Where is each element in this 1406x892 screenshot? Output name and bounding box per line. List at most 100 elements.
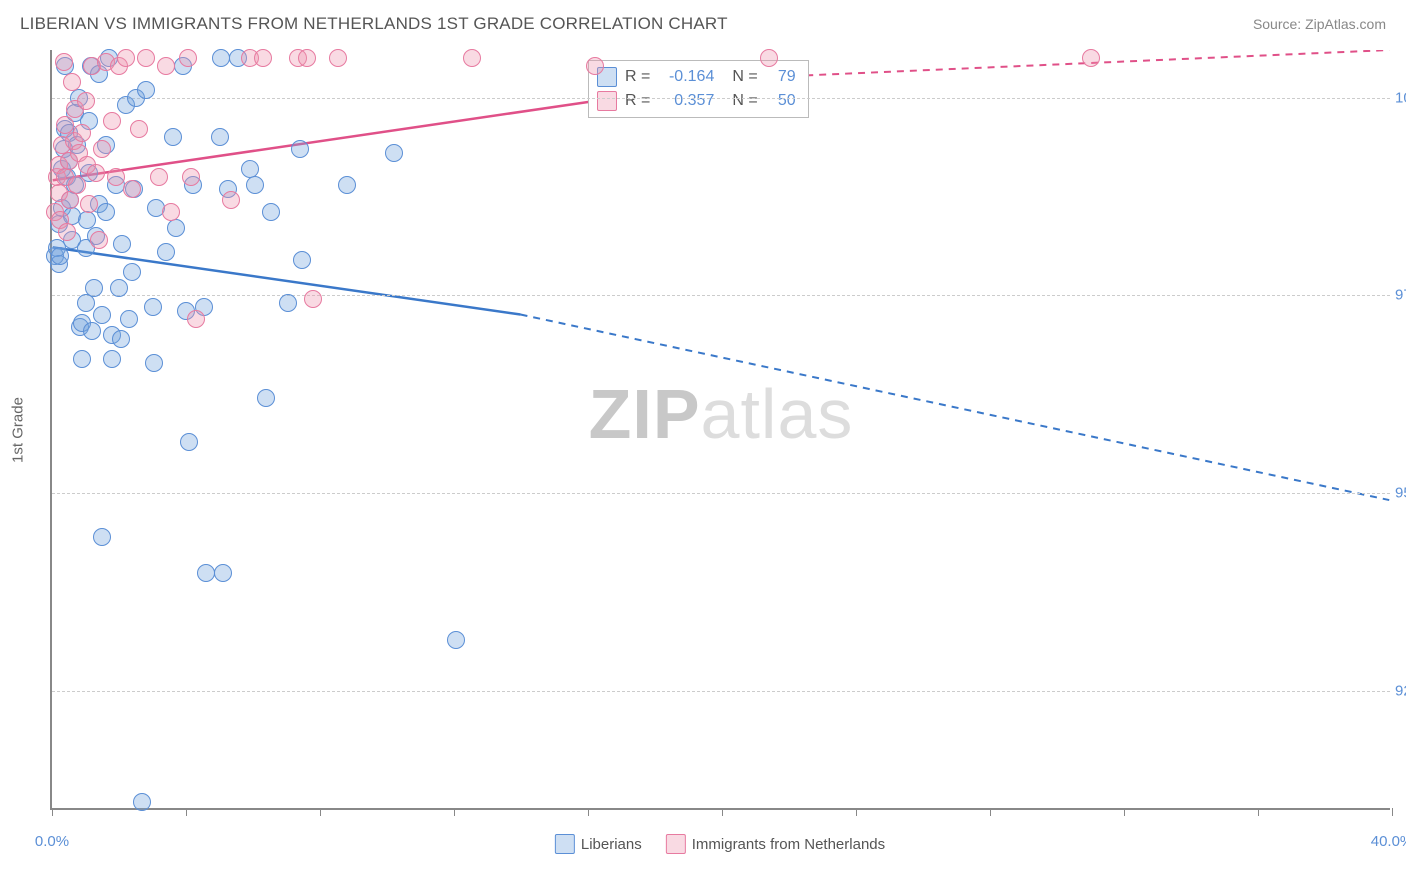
stats-n-label: N = — [732, 89, 757, 113]
data-point — [103, 112, 121, 130]
data-point — [304, 290, 322, 308]
y-tick-label: 97.5% — [1395, 287, 1406, 304]
watermark: ZIPatlas — [589, 374, 854, 454]
data-point — [90, 231, 108, 249]
data-point — [123, 263, 141, 281]
legend-label: Liberians — [581, 836, 642, 853]
data-point — [760, 49, 778, 67]
data-point — [167, 219, 185, 237]
data-point — [110, 279, 128, 297]
data-point — [137, 49, 155, 67]
legend-label: Immigrants from Netherlands — [692, 836, 885, 853]
data-point — [85, 279, 103, 297]
data-point — [157, 57, 175, 75]
chart-area: 1st Grade ZIPatlas R =-0.164N =79R =0.35… — [50, 50, 1390, 810]
x-tick — [722, 808, 723, 816]
data-point — [150, 168, 168, 186]
data-point — [133, 793, 151, 811]
x-tick — [186, 808, 187, 816]
data-point — [137, 81, 155, 99]
data-point — [1082, 49, 1100, 67]
data-point — [182, 168, 200, 186]
data-point — [80, 195, 98, 213]
y-tick-label: 92.5% — [1395, 683, 1406, 700]
chart-source: Source: ZipAtlas.com — [1253, 16, 1386, 32]
x-tick — [52, 808, 53, 816]
series-swatch — [597, 91, 617, 111]
data-point — [293, 251, 311, 269]
data-point — [73, 350, 91, 368]
legend: Liberians Immigrants from Netherlands — [555, 834, 885, 854]
x-tick-label: 0.0% — [35, 833, 69, 850]
x-tick — [1124, 808, 1125, 816]
x-tick-label: 40.0% — [1371, 833, 1406, 850]
x-tick — [588, 808, 589, 816]
data-point — [77, 294, 95, 312]
data-point — [279, 294, 297, 312]
legend-item: Immigrants from Netherlands — [666, 834, 885, 854]
data-point — [586, 57, 604, 75]
x-tick — [856, 808, 857, 816]
data-point — [257, 389, 275, 407]
data-point — [262, 203, 280, 221]
data-point — [180, 433, 198, 451]
data-point — [61, 191, 79, 209]
y-axis-label: 1st Grade — [10, 397, 27, 463]
data-point — [179, 49, 197, 67]
data-point — [51, 247, 69, 265]
stats-box: R = -0.164 N = 79 R = 0.357 N = 50 — [588, 60, 809, 118]
data-point — [117, 49, 135, 67]
stats-n-value: 79 — [766, 65, 796, 89]
gridline — [52, 98, 1390, 99]
x-tick — [320, 808, 321, 816]
data-point — [68, 176, 86, 194]
y-tick-label: 100.0% — [1395, 89, 1406, 106]
gridline — [52, 691, 1390, 692]
data-point — [58, 223, 76, 241]
data-point — [212, 49, 230, 67]
data-point — [385, 144, 403, 162]
y-tick-label: 95.0% — [1395, 485, 1406, 502]
stats-row: R = -0.164 N = 79 — [597, 65, 796, 89]
data-point — [97, 203, 115, 221]
data-point — [93, 306, 111, 324]
data-point — [123, 180, 141, 198]
chart-title: LIBERIAN VS IMMIGRANTS FROM NETHERLANDS … — [20, 14, 728, 34]
data-point — [107, 168, 125, 186]
data-point — [298, 49, 316, 67]
data-point — [222, 191, 240, 209]
data-point — [162, 203, 180, 221]
data-point — [254, 49, 272, 67]
legend-item: Liberians — [555, 834, 642, 854]
data-point — [211, 128, 229, 146]
data-point — [197, 564, 215, 582]
x-tick — [1258, 808, 1259, 816]
stats-r-label: R = — [625, 89, 650, 113]
stats-n-value: 50 — [766, 89, 796, 113]
data-point — [112, 330, 130, 348]
legend-swatch — [666, 834, 686, 854]
data-point — [291, 140, 309, 158]
data-point — [63, 73, 81, 91]
data-point — [93, 528, 111, 546]
stats-r-value: 0.357 — [658, 89, 714, 113]
gridline — [52, 295, 1390, 296]
data-point — [73, 124, 91, 142]
stats-r-label: R = — [625, 65, 650, 89]
stats-r-value: -0.164 — [658, 65, 714, 89]
data-point — [329, 49, 347, 67]
data-point — [144, 298, 162, 316]
x-tick — [454, 808, 455, 816]
legend-swatch — [555, 834, 575, 854]
stats-n-label: N = — [732, 65, 757, 89]
x-tick — [990, 808, 991, 816]
data-point — [338, 176, 356, 194]
data-point — [187, 310, 205, 328]
data-point — [214, 564, 232, 582]
data-point — [164, 128, 182, 146]
data-point — [157, 243, 175, 261]
data-point — [130, 120, 148, 138]
data-point — [93, 140, 111, 158]
data-point — [83, 322, 101, 340]
gridline — [52, 493, 1390, 494]
